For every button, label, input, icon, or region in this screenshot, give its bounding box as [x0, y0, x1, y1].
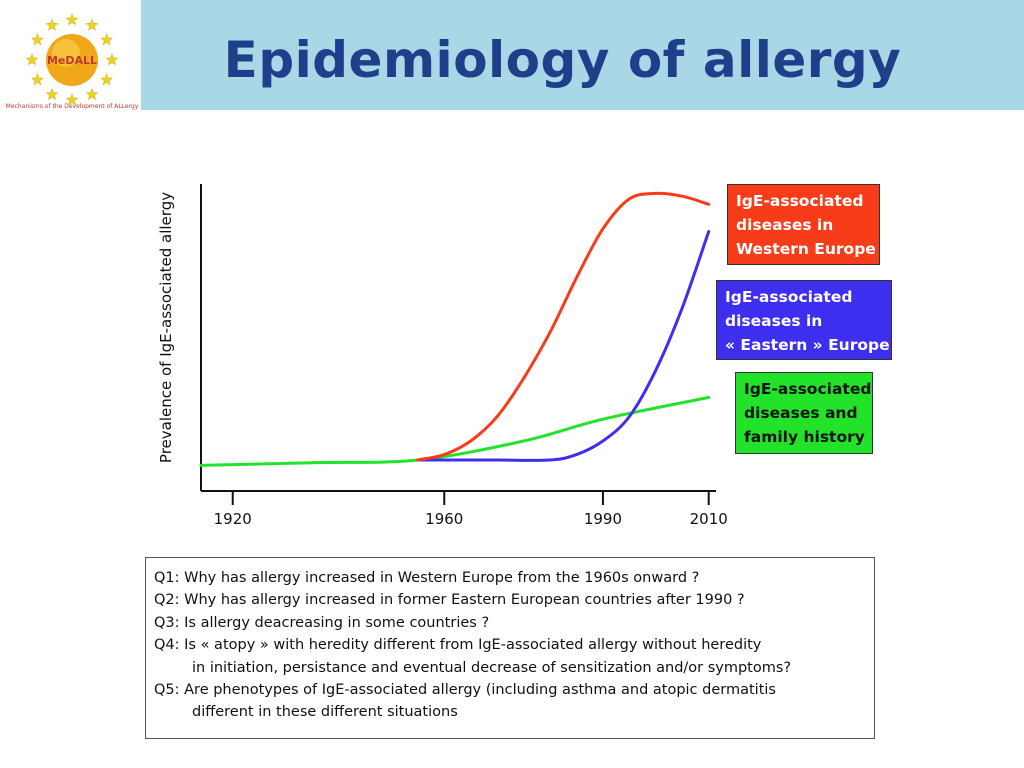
question-q2: Q2: Why has allergy increased in former … [154, 592, 745, 609]
chart-lines [199, 191, 711, 467]
legend-line: diseases in [736, 216, 834, 234]
y-axis-label: Prevalence of IgE-associated allergy [157, 192, 175, 463]
question-q4: Q4: Is « atopy » with heredity different… [154, 637, 762, 654]
x-tick-label: 1960 [425, 510, 463, 528]
logo-star-icon [30, 73, 44, 86]
question-q3: Q3: Is allergy deacreasing in some count… [154, 614, 490, 631]
logo-star-icon [85, 87, 99, 101]
logo-star-icon [25, 53, 39, 66]
series-line-eastern-europe [416, 230, 711, 462]
chart: 1920 1960 1990 2010 Prevalence of IgE-assoc… [157, 184, 728, 528]
legend-line: IgE-associated [736, 192, 864, 210]
x-tick-label: 1990 [584, 510, 622, 528]
logo-star-icon [100, 73, 114, 86]
series-line-family-history [199, 395, 711, 467]
legend-line: « Eastern » Europe [725, 336, 890, 354]
series-line-western-europe [416, 191, 711, 462]
logo-stars-icon [25, 13, 119, 106]
logo-star-icon [65, 13, 79, 26]
chart-axes [200, 184, 716, 492]
header-bar [141, 0, 1024, 110]
logo-text: MeDALL [47, 54, 97, 67]
question-q5-continued: different in these different situations [192, 704, 458, 721]
legend-family-history: IgE-associated diseases and family histo… [735, 372, 873, 454]
medall-logo: MeDALL [25, 13, 119, 106]
chart-ticks: 1920 1960 1990 2010 [214, 491, 728, 528]
legend-line: Western Europe [736, 240, 876, 258]
legend-line: family history [744, 428, 865, 446]
logo-star-icon [100, 33, 114, 46]
legend-line: diseases in [725, 312, 823, 330]
legend-eastern-europe: IgE-associated diseases in « Eastern » E… [716, 280, 892, 360]
legend-western-europe: IgE-associated diseases in Western Europ… [727, 184, 880, 265]
logo-caption: Mechanisms of the Development of ALLergy [5, 103, 139, 110]
legend-line: diseases and [744, 404, 858, 422]
x-tick-label: 1920 [214, 510, 252, 528]
logo-star-icon [65, 93, 79, 106]
logo-star-icon [85, 18, 99, 31]
logo-star-icon [45, 87, 59, 101]
questions-box: Q1: Why has allergy increased in Western… [145, 557, 875, 739]
question-q5: Q5: Are phenotypes of IgE-associated all… [154, 682, 776, 699]
logo-star-icon [30, 33, 44, 46]
question-q4-continued: in initiation, persistance and eventual … [192, 659, 792, 676]
slide-title: Epidemiology of allergy [223, 31, 902, 89]
legend-line: IgE-associated [725, 288, 853, 306]
legend-line: IgE-associated [744, 380, 872, 398]
logo-star-icon [45, 18, 59, 31]
x-tick-label: 2010 [690, 510, 728, 528]
logo-star-icon [105, 53, 119, 66]
question-q1: Q1: Why has allergy increased in Western… [154, 570, 700, 586]
